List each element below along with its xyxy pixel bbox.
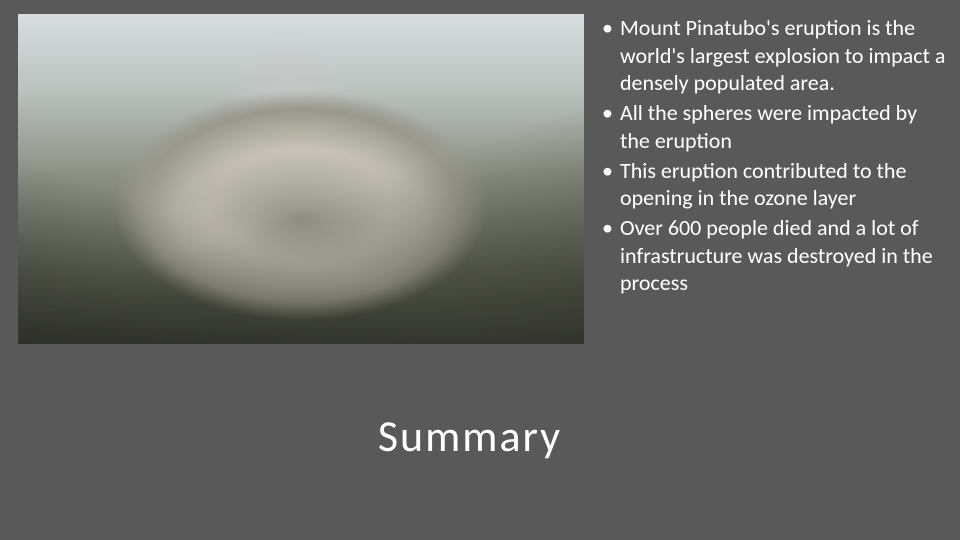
slide: Summary Mount Pinatubo's eruption is the… xyxy=(0,0,960,540)
bullet-item: Mount Pinatubo's eruption is the world's… xyxy=(602,14,946,97)
bullet-item: This eruption contributed to the opening… xyxy=(602,157,946,212)
crater-photo xyxy=(18,14,584,344)
bullet-item: All the spheres were impacted by the eru… xyxy=(602,99,946,154)
slide-title: Summary xyxy=(18,356,584,516)
content-panel: Mount Pinatubo's eruption is the world's… xyxy=(602,14,946,299)
bullet-list: Mount Pinatubo's eruption is the world's… xyxy=(602,14,946,297)
bullet-item: Over 600 people died and a lot of infras… xyxy=(602,214,946,297)
